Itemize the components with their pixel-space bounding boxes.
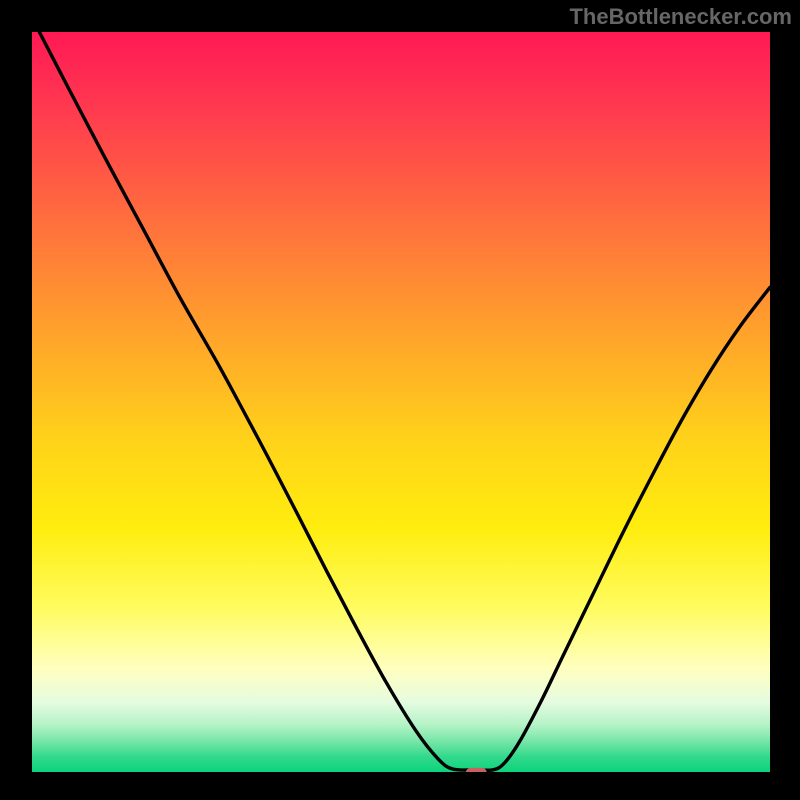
chart-container: TheBottlenecker.com [0,0,800,800]
plot-area [32,32,770,772]
watermark-text: TheBottlenecker.com [569,4,792,30]
gradient-background [32,32,770,772]
plot-svg [32,32,770,772]
optimal-point-marker [466,768,487,772]
